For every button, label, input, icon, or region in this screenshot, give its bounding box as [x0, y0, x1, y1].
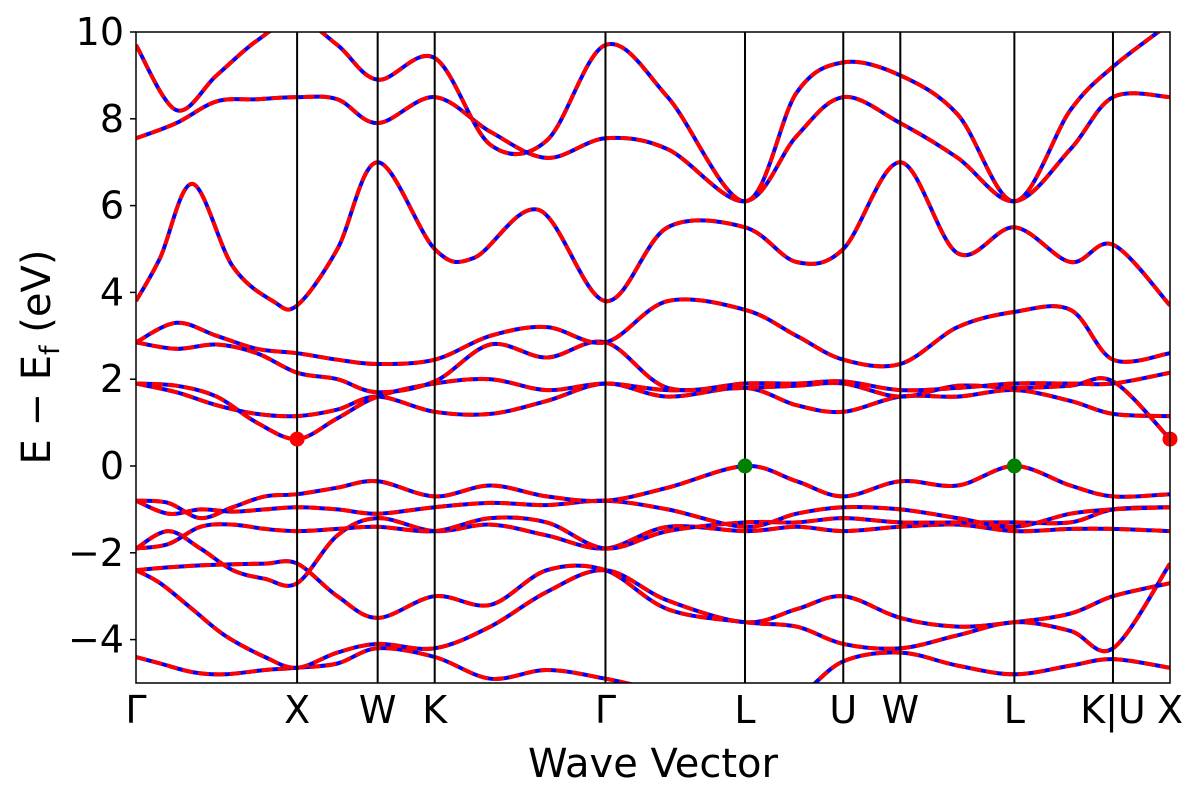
- x-axis-ticks: Γ X W K Γ L U W L K|U X: [125, 688, 1183, 733]
- y-axis-label: E − Ef (eV): [14, 250, 66, 465]
- x-tick-label-2: W: [359, 688, 397, 732]
- x-tick-label-5: L: [734, 688, 755, 732]
- band-line-dashed-8: [136, 376, 1170, 442]
- band-line-dashed-1: [136, 568, 1170, 670]
- vbm-marker-2: [737, 458, 753, 474]
- band-line-dashed-3: [136, 516, 1170, 588]
- cbm-marker-0: [289, 431, 305, 447]
- y-tick-label-4: 2: [100, 357, 124, 401]
- band-line-dashed-11: [136, 160, 1170, 312]
- band-line-dashed-5: [136, 498, 1170, 529]
- y-tick-label-0: 10: [76, 10, 124, 54]
- x-tick-label-9: K|U: [1080, 688, 1146, 733]
- x-tick-label-3: K: [422, 688, 448, 732]
- plot-frame: [135, 31, 1171, 684]
- y-axis-ticks: 10 8 6 4 2 0 −2 −4: [68, 10, 136, 662]
- y-tick-label-2: 6: [100, 184, 124, 228]
- band-line-dashed-0: [136, 646, 1170, 683]
- x-tick-label-1: X: [284, 688, 310, 732]
- y-axis-label-unit: (eV): [14, 250, 60, 346]
- band-line-dashed-2: [136, 559, 1170, 653]
- band-line-dashed-13: [136, 32, 1162, 204]
- y-tick-label-6: −2: [68, 531, 124, 575]
- x-tick-label-8: L: [1004, 688, 1025, 732]
- x-tick-label-6: U: [829, 688, 857, 732]
- band-line-dashed-6: [136, 463, 1170, 521]
- band-line-dashed-12: [136, 91, 1170, 204]
- kpoint-lines-layer: [296, 32, 1114, 683]
- bands-layer: [136, 32, 1170, 683]
- x-axis-label: Wave Vector: [528, 741, 779, 787]
- band-line-dashed-10: [136, 297, 1170, 369]
- vbm-marker-3: [1006, 458, 1022, 474]
- x-tick-label-7: W: [882, 688, 920, 732]
- y-tick-label-1: 8: [100, 97, 124, 141]
- x-tick-label-10: X: [1157, 688, 1183, 732]
- y-tick-label-3: 4: [100, 270, 124, 314]
- x-tick-label-0: Γ: [125, 688, 146, 732]
- y-tick-label-5: 0: [100, 444, 124, 488]
- band-line-dashed-4: [136, 505, 1170, 551]
- x-tick-label-4: Γ: [595, 688, 616, 732]
- y-axis-label-main: E − E: [14, 355, 60, 465]
- y-tick-label-7: −4: [68, 618, 124, 662]
- y-axis-label-subscript: f: [35, 344, 66, 355]
